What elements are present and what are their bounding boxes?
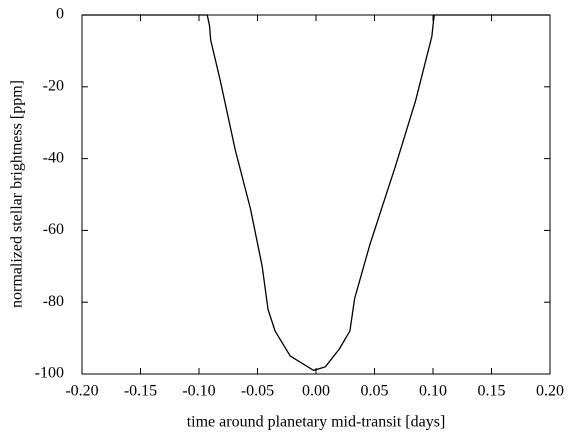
x-tick-label: -0.10 bbox=[182, 383, 215, 400]
y-tick-label: -40 bbox=[43, 149, 64, 166]
x-tick-label: 0.00 bbox=[302, 383, 330, 400]
y-tick-label: -100 bbox=[35, 365, 64, 382]
x-tick-label: 0.15 bbox=[478, 383, 506, 400]
y-axis-label: normalized stellar brightness [ppm] bbox=[9, 80, 26, 308]
x-tick-label: -0.20 bbox=[65, 383, 98, 400]
x-tick-label: 0.20 bbox=[536, 383, 564, 400]
light-curve bbox=[82, 14, 550, 372]
x-tick-label: -0.05 bbox=[241, 383, 274, 400]
x-tick-label: 0.10 bbox=[419, 383, 447, 400]
x-tick-label: -0.15 bbox=[124, 383, 157, 400]
x-tick-label: 0.05 bbox=[361, 383, 389, 400]
y-tick-label: 0 bbox=[56, 6, 64, 23]
y-tick-label: -60 bbox=[43, 221, 64, 238]
y-tick-label: -20 bbox=[43, 77, 64, 94]
plot-frame bbox=[81, 14, 551, 375]
y-tick-label: -80 bbox=[43, 293, 64, 310]
x-axis-label: time around planetary mid-transit [days] bbox=[187, 414, 446, 431]
